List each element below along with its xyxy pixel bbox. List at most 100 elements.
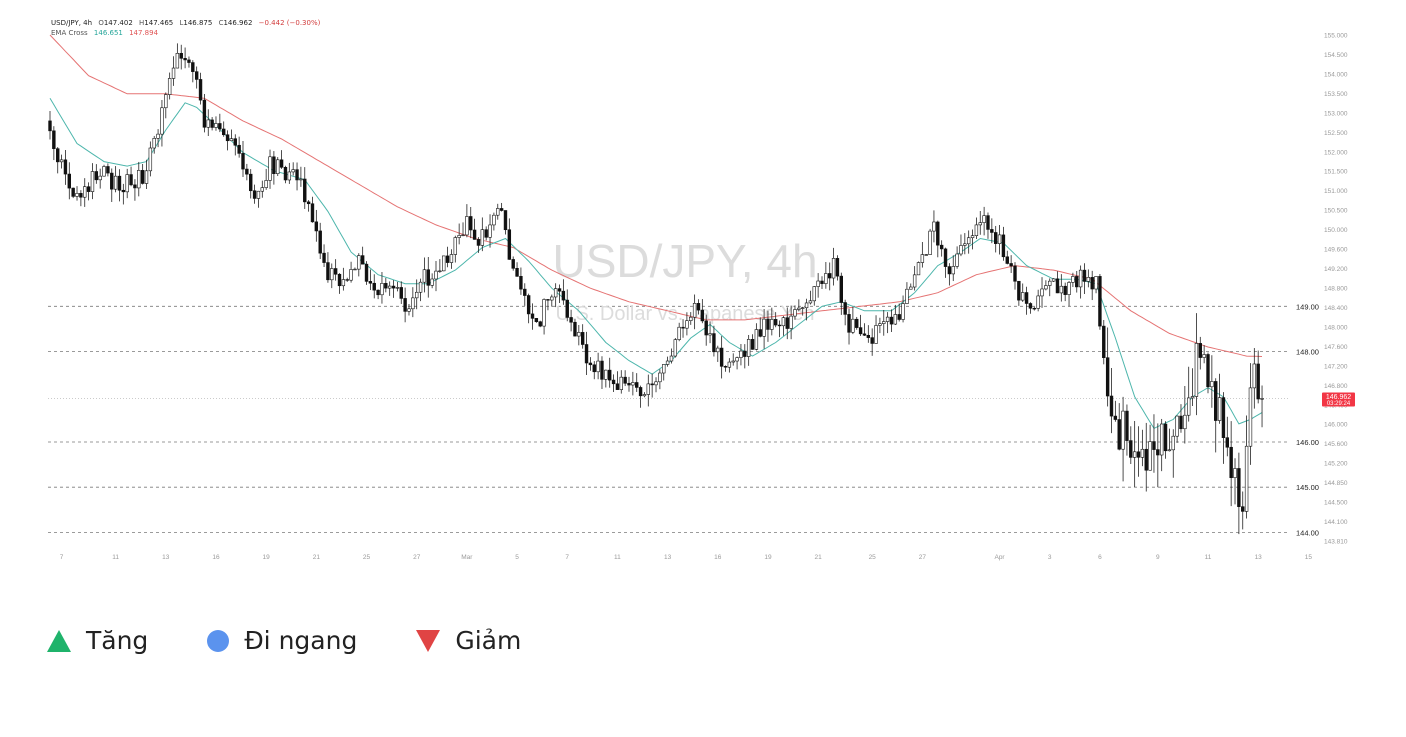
price-chart[interactable]: USD/JPY, 4h O147.402 H147.465 L146.875 C…	[0, 0, 1406, 570]
candle-body	[330, 268, 334, 281]
candle-body	[816, 280, 820, 287]
candle-body	[1078, 269, 1083, 288]
candle-body	[654, 381, 658, 386]
y-tick-label: 149.600	[1324, 247, 1348, 254]
candle-body	[592, 364, 596, 373]
candle-body	[422, 269, 427, 283]
candle-body	[966, 237, 971, 245]
candle-body	[484, 229, 488, 238]
candle-body	[1214, 381, 1218, 421]
candle-body	[1221, 397, 1226, 438]
candle-body	[457, 235, 461, 238]
y-tick-label: 145.600	[1324, 441, 1348, 448]
candle-body	[1198, 343, 1202, 358]
candle-body	[268, 156, 272, 181]
x-tick-label: 16	[212, 554, 220, 561]
candle-body	[758, 329, 762, 337]
candle-body	[418, 281, 423, 293]
x-tick-label: 15	[1305, 554, 1313, 561]
candle-body	[712, 333, 716, 353]
candle-body	[322, 252, 326, 263]
y-tick-label: 153.500	[1324, 91, 1348, 98]
price-marker-bg	[1322, 392, 1355, 407]
candle-body	[874, 325, 878, 344]
candle-body	[600, 360, 604, 380]
legend-label-down: Giảm	[455, 626, 522, 655]
candle-body	[912, 274, 917, 288]
candle-body	[1248, 387, 1253, 447]
candle-body	[542, 299, 546, 327]
candle-body	[986, 215, 990, 230]
candle-body	[739, 350, 743, 358]
x-tick-label: 11	[1205, 554, 1212, 561]
level-label: 144.00	[1296, 528, 1319, 537]
candle-body	[191, 62, 195, 72]
candle-body	[337, 273, 342, 287]
candle-body	[1075, 276, 1079, 288]
x-tick-label: 11	[614, 554, 621, 561]
candle-body	[299, 178, 303, 181]
candle-body	[696, 303, 701, 311]
legend-label-flat: Đi ngang	[244, 626, 358, 655]
candle-body	[499, 208, 504, 211]
candle-body	[550, 296, 554, 301]
y-tick-label: 149.200	[1324, 266, 1348, 273]
candle-body	[1171, 435, 1175, 451]
candle-body	[704, 320, 708, 336]
candle-body	[997, 234, 1002, 244]
candle-body	[303, 178, 307, 203]
candle-body	[893, 314, 898, 325]
symbol-line: USD/JPY, 4h	[51, 19, 92, 27]
x-tick-label: 16	[714, 554, 722, 561]
candle-body	[530, 313, 535, 319]
candle-body	[198, 79, 203, 101]
candle-body	[52, 130, 56, 149]
candle-body	[1013, 265, 1017, 282]
price-marker-countdown: 03:29:24	[1327, 401, 1351, 407]
candle-body	[403, 298, 407, 312]
candle-body	[380, 283, 384, 296]
candle-body	[596, 360, 600, 373]
candle-body	[526, 295, 531, 315]
price-axis[interactable]: 155.000 154.500 154.000 153.500 153.000 152.5…	[1296, 33, 1348, 546]
candle-body	[665, 360, 670, 365]
candle-body	[573, 321, 577, 337]
time-axis[interactable]: 7 11 13 16 19 21 25 27 Mar 5 7 11 13 16 19 21 25 27 Apr 3 6 9…	[60, 554, 1313, 561]
candle-body	[1024, 292, 1029, 304]
trend-legend: Tăng Đi ngang Giảm	[46, 626, 521, 655]
y-tick-label: 144.100	[1324, 519, 1348, 526]
y-tick-label: 154.000	[1324, 71, 1348, 78]
candle-body	[607, 369, 612, 381]
y-tick-label: 144.500	[1324, 500, 1348, 507]
candle-body	[553, 288, 558, 298]
candle-body	[110, 172, 114, 190]
candle-body	[1059, 285, 1064, 294]
candle-body	[990, 229, 994, 233]
candle-body	[920, 254, 925, 263]
candle-body	[1159, 423, 1164, 456]
y-tick-label: 148.400	[1324, 305, 1348, 312]
candle-body	[1190, 396, 1195, 399]
candle-body	[773, 319, 778, 326]
candle-body	[164, 94, 168, 109]
candle-body	[858, 327, 863, 335]
candle-body	[569, 317, 573, 323]
candle-body	[59, 159, 64, 163]
candle-body	[719, 347, 724, 367]
candle-body	[943, 248, 948, 267]
candle-body	[1094, 276, 1098, 290]
high-value: 147.465	[144, 19, 173, 27]
candle-body	[955, 253, 959, 267]
candle-body	[1105, 357, 1110, 397]
candle-body	[750, 339, 755, 350]
candle-body	[283, 166, 288, 181]
candle-body	[851, 318, 855, 333]
candle-body	[1241, 506, 1245, 512]
y-tick-label: 144.850	[1324, 480, 1348, 487]
candle-body	[125, 174, 129, 193]
candle-body	[384, 283, 388, 289]
candle-body	[1132, 451, 1137, 458]
candle-body	[843, 302, 847, 315]
candle-body	[156, 133, 160, 139]
x-tick-label: Apr	[994, 554, 1005, 561]
